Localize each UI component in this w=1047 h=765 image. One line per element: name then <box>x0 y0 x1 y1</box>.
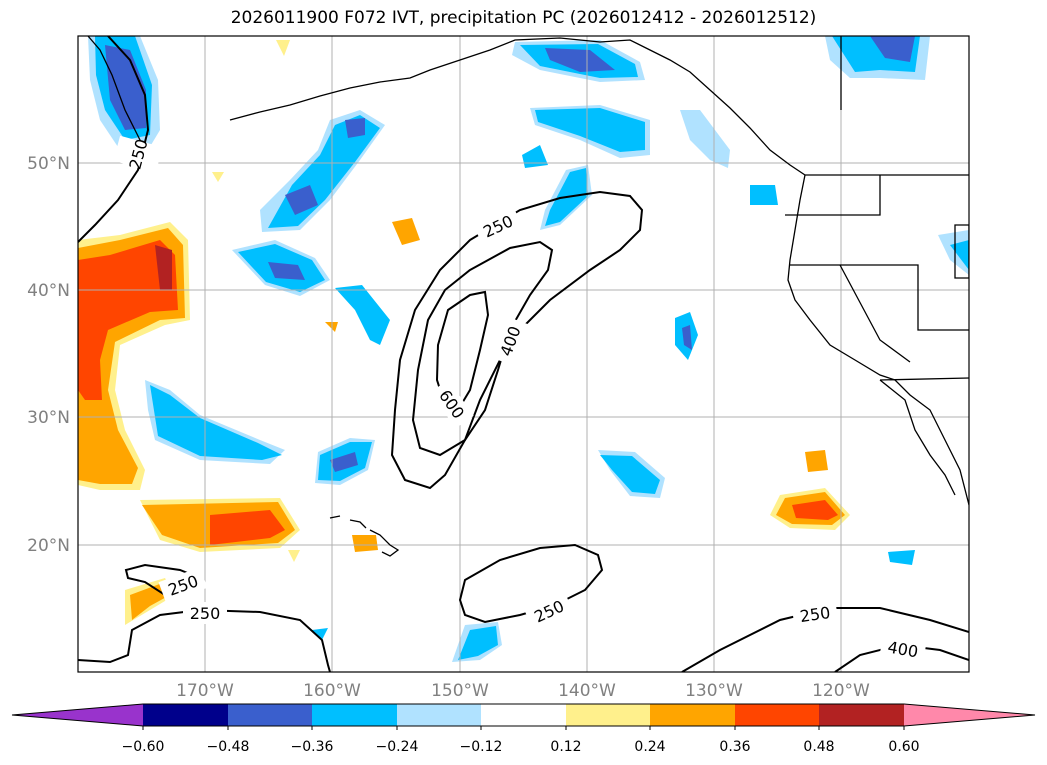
precip-pos-area <box>792 500 838 520</box>
state-border <box>790 264 969 331</box>
precip-neg-area <box>345 118 365 138</box>
state-border <box>954 224 969 279</box>
colorbar-segment <box>228 704 312 726</box>
ivt-contour-400 <box>411 240 554 457</box>
colorbar-tick-label: 0.24 <box>634 739 665 755</box>
precip-pos-area <box>212 172 224 182</box>
ivt-contour-250 <box>458 543 604 624</box>
ivt-contour-600 <box>435 290 490 412</box>
colorbar-tick-label: −0.60 <box>122 739 165 755</box>
contour-label: 250 <box>799 603 832 626</box>
precip-neg-area <box>458 626 498 660</box>
colorbar-segment <box>650 704 735 726</box>
precip-neg-area <box>750 185 778 205</box>
precip-shading <box>78 36 969 662</box>
kamchatka-coast <box>87 36 146 151</box>
colorbar-tick-label: 0.36 <box>719 739 750 755</box>
precip-neg-area <box>268 262 305 280</box>
colorbar-segment <box>819 704 904 726</box>
colorbar-segment <box>481 704 566 726</box>
precip-neg-area <box>680 110 730 168</box>
colorbar-tick-label: −0.12 <box>460 739 503 755</box>
colorbar-segment <box>397 704 481 726</box>
precip-pos-area <box>155 245 172 290</box>
precip-neg-area <box>682 325 692 350</box>
state-border <box>785 175 881 216</box>
state-border <box>839 264 911 363</box>
colorbar-segment <box>735 704 819 726</box>
baja-coast <box>879 379 956 496</box>
precip-neg-area <box>545 48 615 72</box>
precip-neg-area <box>335 285 390 345</box>
precip-neg-area <box>535 108 645 152</box>
colorbar-tick-labels: −0.60 −0.48 −0.36 −0.24 −0.12 0.12 0.24 … <box>122 739 920 755</box>
colorbar-extend-high <box>904 704 1035 726</box>
lat-label: 50°N <box>27 154 70 174</box>
precip-pos-area <box>288 550 300 562</box>
precip-neg-area <box>938 230 969 275</box>
lon-label: 130°W <box>685 681 743 701</box>
coastlines <box>87 36 969 557</box>
precip-neg-area <box>330 452 358 472</box>
lon-label: 120°W <box>812 681 870 701</box>
lon-labels: 170°W 160°W 150°W 140°W 130°W 120°W <box>176 681 870 701</box>
precip-neg-area <box>870 36 915 62</box>
contour-label: 400 <box>496 324 524 359</box>
state-border <box>879 377 969 381</box>
colorbar: −0.60 −0.48 −0.36 −0.24 −0.12 0.12 0.24 … <box>11 703 1036 755</box>
colorbar-tick-label: −0.24 <box>376 739 419 755</box>
us-west-coast <box>787 174 969 506</box>
precip-pos-area <box>210 510 285 545</box>
lat-labels: 50°N 40°N 30°N 20°N <box>27 154 70 556</box>
precip-pos-area <box>276 40 290 56</box>
gridlines <box>78 36 969 672</box>
map-title: 2026011900 F072 IVT, precipitation PC (2… <box>230 8 817 28</box>
precip-neg-area <box>888 550 915 565</box>
ivt-contours <box>78 36 969 672</box>
precip-neg-area <box>105 45 146 130</box>
precip-pos-area <box>392 218 420 245</box>
colorbar-tick-label: −0.48 <box>207 739 250 755</box>
lon-label: 150°W <box>431 681 489 701</box>
lon-label: 140°W <box>558 681 616 701</box>
precip-neg-area <box>600 455 660 494</box>
alaska-coast <box>229 37 806 176</box>
colorbar-segment <box>566 704 650 726</box>
contour-label: 250 <box>166 571 201 599</box>
precip-pos-area <box>352 535 378 552</box>
colorbar-tick-label: 0.12 <box>550 739 581 755</box>
colorbar-segments <box>11 703 1036 730</box>
colorbar-extend-low <box>12 704 143 726</box>
lat-label: 40°N <box>27 281 70 301</box>
precip-neg-area <box>285 185 318 215</box>
precip-pos-area <box>805 450 828 472</box>
colorbar-tick-label: −0.36 <box>291 739 334 755</box>
precip-neg-area <box>312 628 328 640</box>
hawaii-islands <box>329 515 400 557</box>
colorbar-segment <box>312 704 397 726</box>
precip-pos-area <box>78 240 178 400</box>
colorbar-tick-label: 0.48 <box>803 739 834 755</box>
lon-label: 170°W <box>176 681 234 701</box>
map-frame <box>77 35 970 673</box>
precip-neg-area <box>150 385 282 460</box>
contour-label: 250 <box>190 604 221 623</box>
precip-neg-area <box>522 145 548 168</box>
lon-label: 160°W <box>303 681 361 701</box>
colorbar-tick-label: 0.60 <box>888 739 919 755</box>
colorbar-segment <box>143 704 228 726</box>
lat-label: 20°N <box>27 536 70 556</box>
lat-label: 30°N <box>27 408 70 428</box>
